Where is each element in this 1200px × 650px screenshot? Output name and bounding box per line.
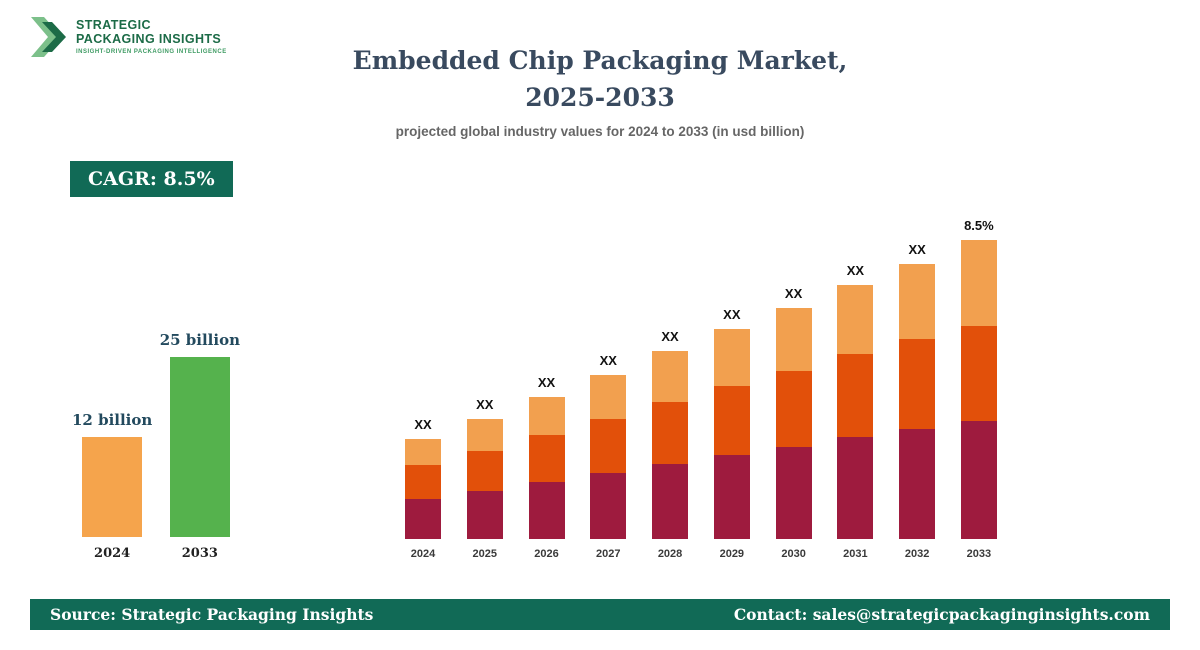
bar-segment-top-segment: [899, 264, 936, 339]
stacked-bar: [775, 308, 812, 539]
mini-bar-value-label: 25 billion: [159, 331, 240, 349]
stacked-bar: [590, 375, 627, 539]
footer-contact: Contact: sales@strategicpackaginginsight…: [733, 605, 1150, 624]
bar-segment-bottom-segment: [775, 447, 812, 539]
bar-segment-middle-segment: [590, 419, 627, 473]
stacked-bar: [466, 419, 503, 539]
stacked-bar: [652, 351, 689, 539]
x-axis-label: 2030: [781, 548, 806, 560]
x-axis-label: 2026: [534, 548, 559, 560]
bar-value-label: XX: [599, 353, 617, 368]
bar-value-label: XX: [661, 329, 679, 344]
bar-segment-top-segment: [466, 419, 503, 451]
logo-line2: PACKAGING INSIGHTS: [76, 32, 222, 47]
bar-segment-top-segment: [590, 375, 627, 419]
header: Embedded Chip Packaging Market, 2025-2033…: [300, 42, 900, 139]
bar-group: XX 2027: [590, 353, 627, 562]
x-axis-label: 2031: [843, 548, 868, 560]
bar-segment-top-segment: [652, 351, 689, 402]
bar-group: XX 2032: [899, 242, 936, 562]
stacked-bar: [899, 264, 936, 539]
mini-chart: 12 billion 2024 25 billion 2033: [72, 300, 240, 562]
bar-segment-middle-segment: [405, 465, 441, 499]
footer-bar: Source: Strategic Packaging Insights Con…: [30, 599, 1170, 630]
bar-group: XX 2028: [652, 329, 689, 562]
mini-bar: [169, 357, 230, 537]
mini-bar-group: 25 billion 2033: [160, 331, 240, 562]
bar-segment-bottom-segment: [466, 491, 503, 539]
bar-value-label: XX: [476, 397, 494, 412]
bar-group: 8.5% 2033: [960, 218, 997, 562]
bar-segment-middle-segment: [899, 339, 936, 429]
bar-segment-bottom-segment: [713, 455, 750, 539]
bar-value-label: XX: [784, 286, 803, 301]
bar-segment-bottom-segment: [837, 437, 874, 539]
bar-segment-middle-segment: [528, 435, 565, 482]
bar-group: XX 2030: [775, 286, 812, 562]
x-axis-label: 2024: [410, 548, 436, 560]
page-title: Embedded Chip Packaging Market, 2025-2033: [300, 42, 900, 116]
bar-group: XX 2024: [405, 417, 441, 562]
bar-value-label: XX: [537, 375, 556, 390]
bar-group: XX 2025: [466, 397, 503, 562]
bar-segment-bottom-segment: [590, 473, 627, 539]
bar-group: XX 2026: [528, 375, 565, 562]
page-title-line1: Embedded Chip Packaging Market,: [352, 46, 848, 75]
x-axis-label: 2027: [596, 548, 621, 560]
logo: STRATEGIC PACKAGING INSIGHTS INSIGHT-DRI…: [30, 14, 227, 60]
stacked-bar: [837, 285, 874, 539]
x-axis-label: 2029: [719, 548, 745, 560]
stacked-bar: [405, 439, 441, 539]
bar-segment-bottom-segment: [528, 482, 565, 539]
bar-group: XX 2031: [837, 263, 874, 562]
mini-x-axis-label: 2033: [181, 546, 218, 561]
bar-segment-middle-segment: [713, 386, 750, 455]
bar-segment-middle-segment: [837, 354, 874, 437]
bar-segment-bottom-segment: [652, 464, 689, 539]
x-axis-label: 2028: [657, 548, 683, 560]
bar-value-label: XX: [723, 307, 741, 322]
stacked-bar: [528, 397, 565, 539]
logo-line1: STRATEGIC: [76, 17, 151, 32]
bar-value-label: XX: [846, 263, 865, 278]
page-subtitle: projected global industry values for 202…: [395, 124, 805, 139]
bar-segment-bottom-segment: [899, 429, 936, 539]
x-axis-label: 2033: [966, 548, 992, 560]
mini-bar-value-label: 12 billion: [72, 411, 153, 429]
bar-segment-bottom-segment: [405, 499, 441, 539]
main-chart: XX 2024 XX 2025 XX 2026 XX 2027 XX 2028 XX 2029 XX 20…: [405, 190, 997, 562]
cagr-badge: CAGR: 8.5%: [70, 161, 233, 197]
bar-value-label: XX: [414, 417, 432, 432]
footer-source: Source: Strategic Packaging Insights: [50, 605, 374, 624]
logo-chevron-icon: [31, 17, 66, 57]
x-axis-label: 2032: [904, 548, 930, 560]
bar-segment-top-segment: [960, 240, 997, 326]
logo-text: STRATEGIC PACKAGING INSIGHTS INSIGHT-DRI…: [76, 18, 227, 57]
bar-segment-top-segment: [405, 439, 441, 465]
bar-group: XX 2029: [713, 307, 750, 562]
mini-x-axis-label: 2024: [94, 546, 131, 561]
logo-tagline: INSIGHT-DRIVEN PACKAGING INTELLIGENCE: [76, 49, 227, 56]
stacked-bar: [713, 329, 750, 539]
bar-value-label: 8.5%: [964, 218, 994, 233]
mini-bar: [82, 437, 143, 537]
bar-segment-middle-segment: [775, 371, 812, 447]
x-axis-label: 2025: [472, 548, 497, 560]
bar-segment-top-segment: [713, 329, 750, 386]
bar-segment-bottom-segment: [960, 421, 997, 539]
mini-bar-group: 12 billion 2024: [72, 411, 152, 562]
stacked-bar: [960, 240, 997, 539]
bar-segment-top-segment: [528, 397, 565, 435]
bar-segment-middle-segment: [652, 402, 689, 464]
page-title-line2: 2025-2033: [525, 83, 675, 112]
bar-segment-top-segment: [775, 308, 812, 371]
bar-segment-middle-segment: [960, 326, 997, 421]
bar-segment-middle-segment: [466, 451, 503, 491]
bar-value-label: XX: [908, 242, 926, 257]
bar-segment-top-segment: [837, 285, 874, 354]
